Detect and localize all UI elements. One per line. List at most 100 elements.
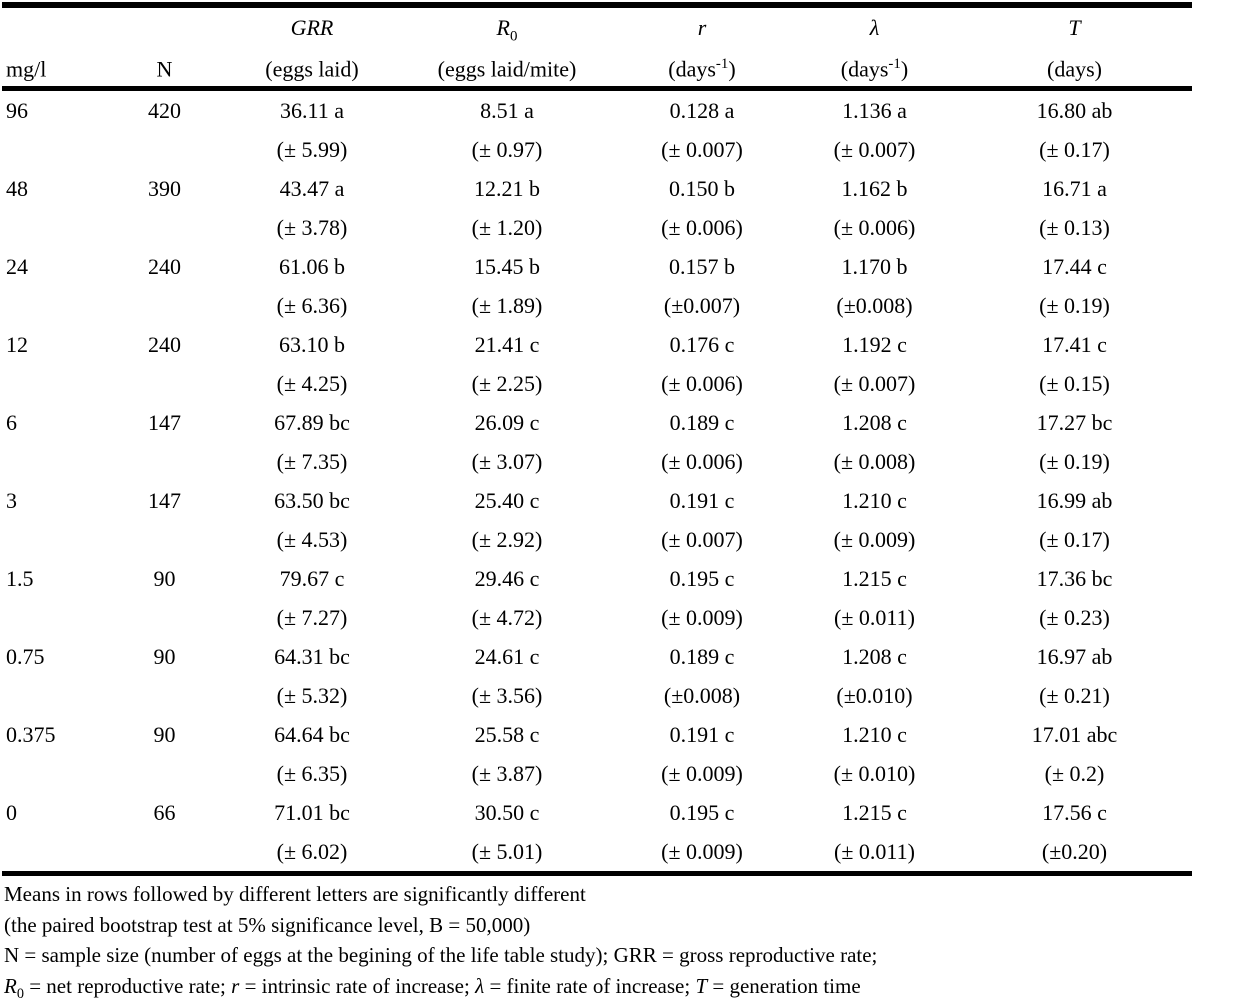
cell-n: 66 (153, 799, 176, 825)
table-body: 96 420 36.11 a 8.51 a 0.128 a 1.136 a 16.80 ab… (2, 89, 1192, 874)
table-row-mean: 0.375 90 64.64 bc 25.58 c 0.191 c 1.210 c 17.0… (2, 715, 1192, 754)
cell-r0: 8.51 a (480, 97, 534, 123)
table-row-se: (± 4.25) (± 2.25) (± 0.006) (± 0.007) (± 0.1… (2, 364, 1192, 403)
cell-conc: 0.375 (6, 721, 56, 747)
header-unit: (eggs laid/mite) (437, 56, 577, 82)
cell-t-se: (± 0.19) (1039, 448, 1110, 474)
cell-r0: 26.09 c (474, 409, 540, 435)
cell-r-se: (± 0.009) (661, 838, 743, 864)
table-row-se: (± 6.36) (± 1.89) (±0.007) (±0.008) (± 0.19) (2, 286, 1192, 325)
cell-t-se: (± 0.23) (1039, 604, 1110, 630)
cell-empty (107, 676, 222, 715)
cell-lambda: 1.208 c (842, 409, 907, 435)
header-unit: (days) (1047, 56, 1102, 82)
cell-t: 17.56 c (1042, 799, 1107, 825)
col-header-concentration: mg/l (2, 5, 107, 89)
cell-lambda-se: (± 0.010) (833, 760, 916, 786)
cell-grr-se: (± 6.36) (276, 292, 348, 318)
cell-n: 240 (148, 253, 181, 279)
life-table: mg/l N GRR (eggs laid) R0 (eggs laid/mit… (2, 2, 1192, 876)
footnotes: Means in rows followed by different lett… (2, 876, 1234, 1002)
cell-r-se: (± 0.009) (661, 604, 743, 630)
cell-t: 16.99 ab (1036, 487, 1113, 513)
cell-grr: 36.11 a (280, 97, 344, 123)
cell-t-se: (± 0.21) (1039, 682, 1110, 708)
cell-n: 240 (148, 331, 181, 357)
cell-conc: 12 (6, 331, 28, 357)
cell-lambda-se: (± 0.011) (834, 838, 915, 864)
table-row-mean: 6 147 67.89 bc 26.09 c 0.189 c 1.208 c 17.27 b… (2, 403, 1192, 442)
cell-r0: 29.46 c (474, 565, 540, 591)
table-row-mean: 24 240 61.06 b 15.45 b 0.157 b 1.170 b 17.44 c (2, 247, 1192, 286)
cell-lambda-se: (± 0.006) (833, 214, 916, 240)
header-unit: mg/l (6, 56, 47, 82)
cell-empty (107, 598, 222, 637)
cell-empty (107, 130, 222, 169)
cell-conc: 1.5 (6, 565, 34, 591)
footnote-line: (the paired bootstrap test at 5% signifi… (4, 912, 531, 937)
cell-lambda: 1.210 c (842, 487, 907, 513)
cell-grr: 61.06 b (279, 253, 345, 279)
cell-r0: 21.41 c (474, 331, 540, 357)
cell-conc: 96 (6, 97, 28, 123)
cell-n: 420 (148, 97, 181, 123)
cell-t: 17.01 abc (1031, 721, 1118, 747)
cell-lambda-se: (± 0.011) (834, 604, 915, 630)
table-row-se: (± 4.53) (± 2.92) (± 0.007) (± 0.009) (± 0.1… (2, 520, 1192, 559)
cell-t-se: (± 0.19) (1039, 292, 1110, 318)
cell-grr-se: (± 5.32) (276, 682, 348, 708)
cell-grr-se: (± 7.35) (276, 448, 348, 474)
col-header-lambda: λ (days-1) (792, 5, 957, 89)
cell-r0-se: (± 1.20) (471, 214, 543, 240)
cell-empty (2, 754, 107, 793)
table-row-mean: 96 420 36.11 a 8.51 a 0.128 a 1.136 a 16.80 ab (2, 89, 1192, 131)
cell-empty (2, 442, 107, 481)
header-symbol: GRR (290, 15, 334, 40)
cell-empty (107, 208, 222, 247)
cell-grr: 64.64 bc (274, 721, 350, 747)
cell-conc: 6 (6, 409, 17, 435)
cell-grr: 79.67 c (279, 565, 345, 591)
cell-r0-se: (± 1.89) (471, 292, 543, 318)
col-header-n: N (107, 5, 222, 89)
table-row-mean: 48 390 43.47 a 12.21 b 0.150 b 1.162 b 16.71 a (2, 169, 1192, 208)
header-unit: N (156, 56, 173, 82)
cell-lambda: 1.210 c (842, 721, 907, 747)
cell-r-se: (± 0.006) (661, 214, 743, 240)
cell-n: 90 (153, 643, 176, 669)
cell-r0-se: (± 4.72) (471, 604, 543, 630)
cell-n: 90 (153, 565, 176, 591)
table-row-se: (± 5.99) (± 0.97) (± 0.007) (± 0.007) (± 0.1… (2, 130, 1192, 169)
cell-n: 147 (148, 487, 181, 513)
table-row-mean: 0.75 90 64.31 bc 24.61 c 0.189 c 1.208 c 16.97… (2, 637, 1192, 676)
col-header-t: T (days) (957, 5, 1192, 89)
cell-r0-se: (± 5.01) (471, 838, 543, 864)
cell-r: 0.191 c (669, 487, 735, 513)
cell-empty (2, 520, 107, 559)
col-header-r0: R0 (eggs laid/mite) (402, 5, 612, 89)
cell-r0: 24.61 c (474, 643, 540, 669)
cell-conc: 0 (6, 799, 17, 825)
cell-lambda: 1.192 c (842, 331, 907, 357)
cell-t: 16.71 a (1042, 175, 1107, 201)
cell-empty (2, 130, 107, 169)
cell-r0-se: (± 3.87) (471, 760, 543, 786)
table-row-mean: 1.5 90 79.67 c 29.46 c 0.195 c 1.215 c 17.36 b… (2, 559, 1192, 598)
cell-lambda: 1.215 c (842, 799, 907, 825)
cell-lambda-se: (± 0.007) (833, 370, 916, 396)
table-header-row: mg/l N GRR (eggs laid) R0 (eggs laid/mit… (2, 5, 1192, 89)
cell-r-se: (±0.008) (663, 682, 741, 708)
cell-r: 0.195 c (669, 565, 735, 591)
cell-t: 17.41 c (1042, 331, 1107, 357)
cell-t: 17.44 c (1042, 253, 1107, 279)
cell-grr: 43.47 a (279, 175, 345, 201)
cell-r: 0.128 a (669, 97, 735, 123)
header-unit: (days-1) (668, 56, 736, 82)
cell-n: 390 (148, 175, 181, 201)
header-symbol: T (1068, 15, 1081, 40)
cell-grr-se: (± 6.02) (276, 838, 348, 864)
cell-empty (107, 286, 222, 325)
cell-r0: 30.50 c (474, 799, 540, 825)
cell-t-se: (± 0.15) (1039, 370, 1110, 396)
cell-r-se: (± 0.007) (661, 136, 743, 162)
